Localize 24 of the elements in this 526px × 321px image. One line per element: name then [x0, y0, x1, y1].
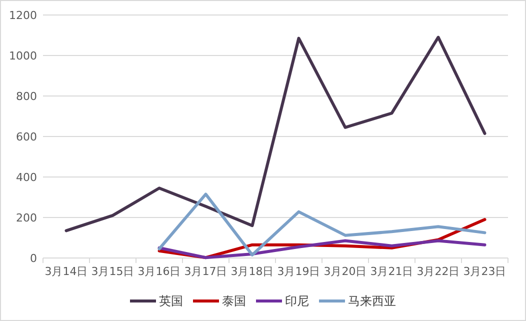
- x-tick-label: 3月17日: [184, 265, 228, 278]
- y-tick-label: 600: [16, 130, 37, 144]
- x-tick-label: 3月21日: [370, 265, 414, 278]
- line-series: [158, 192, 486, 256]
- x-tick-label: 3月18日: [230, 265, 274, 278]
- line-series: [158, 239, 486, 260]
- y-tick-label: 400: [16, 171, 37, 184]
- x-tick-label: 3月14日: [44, 265, 88, 278]
- x-tick-label: 3月20日: [324, 265, 367, 278]
- legend-label: 英国: [159, 294, 183, 308]
- legend-label: 印尼: [285, 294, 309, 308]
- y-tick-label: 1000: [9, 50, 37, 62]
- line-series: [64, 36, 486, 232]
- x-tick-label: 3月15日: [91, 265, 134, 278]
- x-tick-label: 3月22日: [416, 265, 460, 278]
- y-tick-label: 800: [16, 90, 37, 103]
- legend-label: 马来西亚: [348, 294, 396, 308]
- y-tick-label: 200: [16, 212, 37, 224]
- y-tick-label: 0: [30, 252, 37, 265]
- x-tick-label: 3月23日: [463, 265, 506, 278]
- y-tick-label: 1200: [9, 9, 37, 22]
- x-tick-label: 3月19日: [277, 265, 320, 278]
- x-tick-label: 3月16日: [138, 265, 181, 278]
- legend-label: 泰国: [222, 294, 246, 308]
